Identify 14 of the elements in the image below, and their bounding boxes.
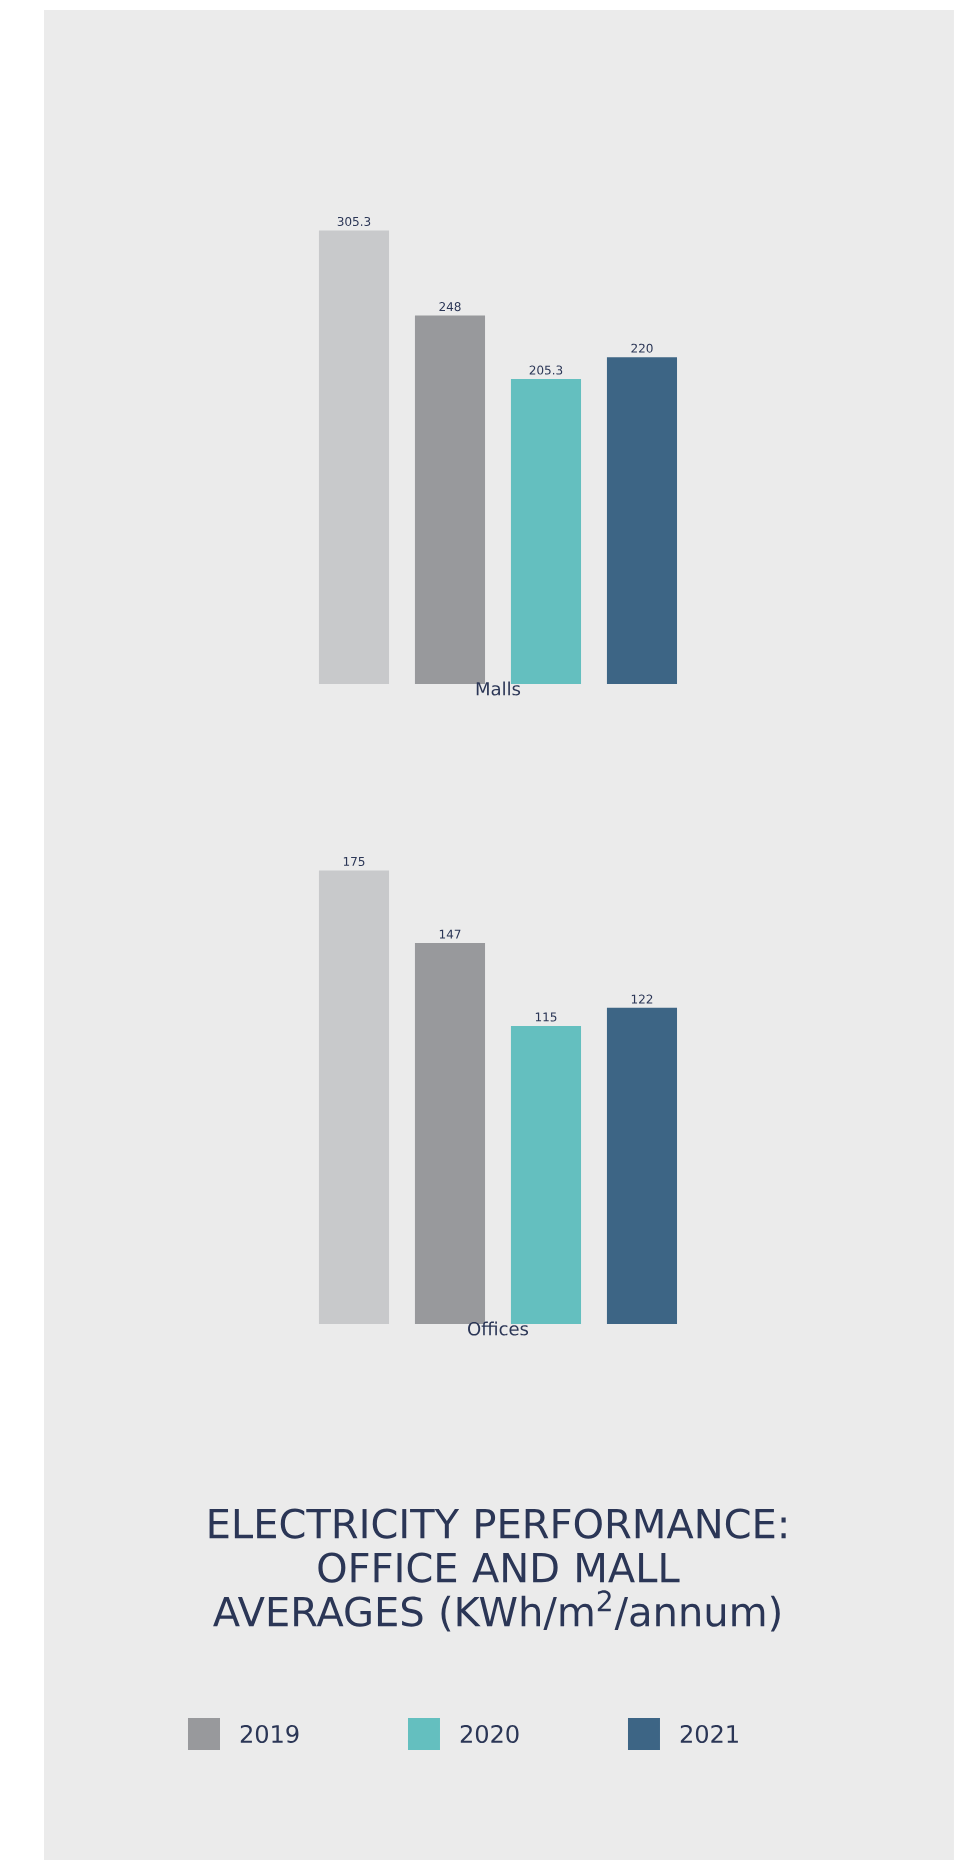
x-axis-title: Malls bbox=[476, 681, 521, 696]
legend-label: 2020 bbox=[460, 1724, 519, 1744]
bar bbox=[606, 1007, 678, 1324]
legend-label: 2021 bbox=[680, 1724, 738, 1744]
text: ELECTRICITY PERFORMANCE: OFFICE AND MALL AVERAGES (KWh/m$^{2}$/annum) bbox=[209, 1508, 786, 1632]
bar bbox=[414, 942, 486, 1324]
bar bbox=[318, 870, 390, 1324]
bar bbox=[318, 230, 390, 684]
x-axis-title: Offices bbox=[468, 1321, 529, 1336]
bar bbox=[510, 1025, 582, 1324]
bar bbox=[510, 379, 582, 684]
bar bbox=[414, 315, 486, 684]
bar bbox=[606, 357, 678, 684]
legend-label: 2019 bbox=[240, 1724, 299, 1744]
